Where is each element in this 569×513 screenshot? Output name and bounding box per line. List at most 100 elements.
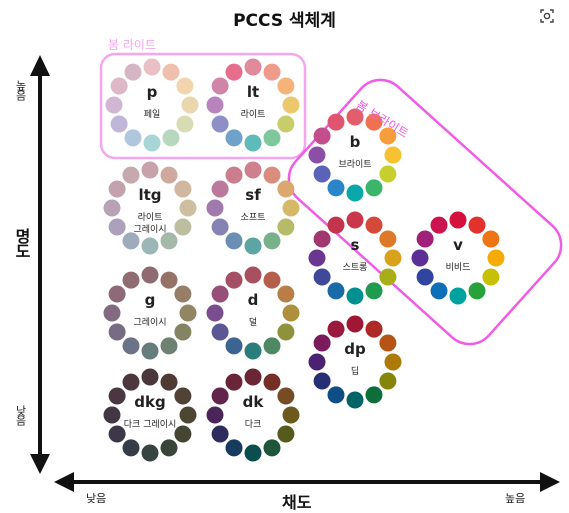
color-dot <box>384 353 402 371</box>
color-dot <box>308 249 326 267</box>
tone-wheel-b: b 브라이트 <box>308 108 402 202</box>
color-dot <box>211 115 229 133</box>
tone-name: 소프트 <box>241 212 266 223</box>
color-dot <box>282 199 300 217</box>
color-dot <box>174 218 192 236</box>
search-image-icon[interactable] <box>537 6 557 26</box>
color-dot <box>277 425 295 443</box>
tone-wheel-dkg: dkg 다크 그레이시 <box>103 368 197 462</box>
color-dot <box>379 372 397 390</box>
color-dot <box>379 334 397 352</box>
color-dot <box>122 232 140 250</box>
color-dot <box>379 165 397 183</box>
color-dot <box>277 323 295 341</box>
color-dot <box>174 387 192 405</box>
tone-name: 스트롱 <box>343 262 368 273</box>
tone-name: 그레이시 <box>133 224 166 235</box>
tone-code: ltg <box>138 186 161 204</box>
color-dot <box>327 216 345 234</box>
color-dot <box>449 287 467 305</box>
color-dot <box>313 268 331 286</box>
x-axis-high-label: 높음 <box>505 492 526 505</box>
color-dot <box>211 425 229 443</box>
color-dot <box>162 129 180 147</box>
color-dot <box>141 161 159 179</box>
color-dot <box>160 232 178 250</box>
color-dot <box>162 63 180 81</box>
color-dot <box>176 77 194 95</box>
color-dot <box>206 96 224 114</box>
color-dot <box>211 218 229 236</box>
color-dot <box>244 134 262 152</box>
x-axis-arrow-right <box>540 472 560 492</box>
color-dot <box>313 334 331 352</box>
color-dot <box>277 387 295 405</box>
color-dot <box>365 113 383 131</box>
tone-code: d <box>248 291 259 309</box>
color-dot <box>225 439 243 457</box>
tone-code: dkg <box>134 393 165 411</box>
color-dot <box>225 63 243 81</box>
color-dot <box>206 304 224 322</box>
tone-code: g <box>145 291 156 309</box>
color-dot <box>108 180 126 198</box>
color-dot <box>346 315 364 333</box>
y-axis-high-label: 높음 <box>14 80 27 100</box>
color-dot <box>411 249 429 267</box>
tone-name: 다크 그레이시 <box>124 419 177 430</box>
tone-code: sf <box>245 186 261 204</box>
tone-name: 브라이트 <box>338 159 371 170</box>
color-dot <box>179 406 197 424</box>
color-dot <box>308 146 326 164</box>
color-dot <box>103 406 121 424</box>
color-dot <box>225 337 243 355</box>
tone-code: s <box>351 236 360 254</box>
color-dot <box>122 271 140 289</box>
color-dot <box>263 271 281 289</box>
color-dot <box>160 271 178 289</box>
color-dot <box>263 337 281 355</box>
color-dot <box>468 216 486 234</box>
color-dot <box>346 211 364 229</box>
color-dot <box>122 439 140 457</box>
diagram-title: PCCS 색체계 <box>233 11 336 31</box>
color-dot <box>346 287 364 305</box>
color-dot <box>160 439 178 457</box>
color-dot <box>263 63 281 81</box>
color-dot <box>384 249 402 267</box>
tone-code: b <box>350 133 361 151</box>
color-dot <box>327 113 345 131</box>
color-dot <box>211 180 229 198</box>
color-dot <box>482 268 500 286</box>
color-dot <box>206 199 224 217</box>
tone-name: 페일 <box>144 109 161 120</box>
tone-name: 다크 <box>245 419 262 430</box>
color-dot <box>244 237 262 255</box>
color-dot <box>141 444 159 462</box>
color-dot <box>174 180 192 198</box>
group-outline-bright <box>287 78 563 346</box>
color-dot <box>346 391 364 409</box>
group-outline-bright-pastel <box>99 52 307 160</box>
color-dot <box>103 304 121 322</box>
tone-name: 딥 <box>351 365 359 377</box>
color-dot <box>105 96 123 114</box>
color-dot <box>181 96 199 114</box>
color-dot <box>122 373 140 391</box>
tone-code: v <box>453 236 463 254</box>
color-dot <box>416 268 434 286</box>
color-dot <box>384 146 402 164</box>
color-dot <box>365 179 383 197</box>
color-dot <box>379 268 397 286</box>
color-dot <box>282 304 300 322</box>
color-dot <box>379 127 397 145</box>
color-dot <box>176 115 194 133</box>
color-dot <box>282 96 300 114</box>
tone-name: 라이트 <box>241 109 266 120</box>
color-dot <box>143 134 161 152</box>
color-dot <box>244 161 262 179</box>
color-dot <box>244 444 262 462</box>
color-dot <box>160 337 178 355</box>
color-dot <box>225 166 243 184</box>
